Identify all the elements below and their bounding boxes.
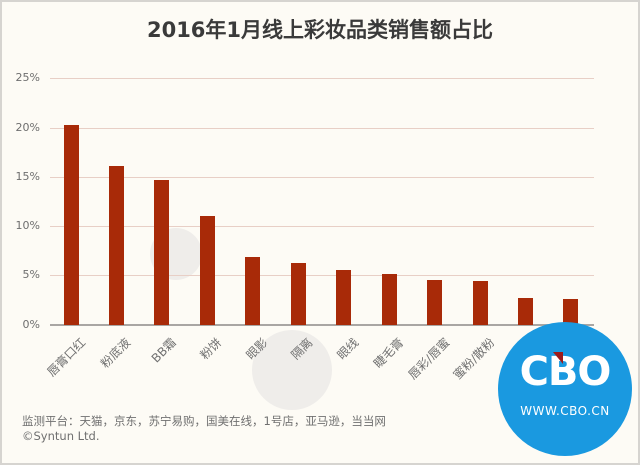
gridline-15 xyxy=(50,177,594,178)
y-tick: 20% xyxy=(15,121,40,134)
chart-footer: 监测平台：天猫，京东，苏宁易购，国美在线，1号店，亚马逊，当当网 ©Syntun… xyxy=(22,414,386,444)
chart-title: 2016年1月线上彩妆品类销售额占比 xyxy=(146,18,494,42)
bar xyxy=(199,216,215,325)
gridline-25 xyxy=(50,78,594,79)
y-tick: 0% xyxy=(22,318,40,331)
y-tick: 5% xyxy=(22,268,40,281)
bar xyxy=(336,269,352,325)
y-tick: 15% xyxy=(15,170,40,183)
x-axis-line xyxy=(50,324,594,326)
logo-text: CBO xyxy=(519,349,612,395)
bar xyxy=(154,179,170,325)
bar xyxy=(108,165,124,325)
logo-url: WWW.CBO.CN xyxy=(520,404,610,418)
bar xyxy=(290,262,306,325)
bar xyxy=(381,273,397,325)
y-tick: 25% xyxy=(15,71,40,84)
bar xyxy=(245,256,261,325)
gridline-5 xyxy=(50,275,594,276)
data-source-note: 监测平台：天猫，京东，苏宁易购，国美在线，1号店，亚马逊，当当网 xyxy=(22,414,386,428)
bar xyxy=(563,299,579,325)
decorative-circle xyxy=(252,330,332,410)
gridline-10 xyxy=(50,226,594,227)
bar xyxy=(427,279,443,325)
y-tick: 10% xyxy=(15,219,40,232)
logo-accent-icon xyxy=(553,352,563,364)
copyright-note: ©Syntun Ltd. xyxy=(22,429,100,443)
gridline-20 xyxy=(50,128,594,129)
bar xyxy=(518,298,533,325)
cbo-logo: CBO WWW.CBO.CN xyxy=(498,322,632,456)
bar xyxy=(472,280,488,325)
bar xyxy=(63,125,79,325)
